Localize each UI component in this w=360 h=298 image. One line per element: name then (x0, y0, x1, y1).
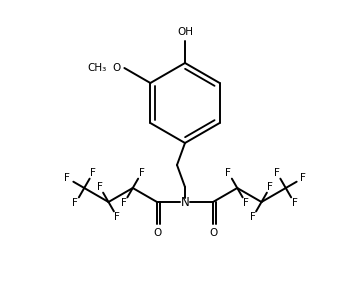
Text: O: O (210, 228, 218, 238)
Text: F: F (64, 173, 70, 183)
Text: F: F (300, 173, 306, 183)
Text: F: F (139, 167, 145, 178)
Text: F: F (274, 167, 280, 178)
Text: O: O (154, 228, 162, 238)
Text: F: F (114, 212, 120, 222)
Text: F: F (249, 212, 256, 222)
Text: F: F (243, 198, 249, 208)
Text: F: F (225, 167, 231, 178)
Text: F: F (72, 198, 78, 208)
Text: N: N (181, 195, 189, 209)
Text: CH₃: CH₃ (87, 63, 106, 73)
Text: F: F (121, 198, 127, 208)
Text: O: O (112, 63, 120, 73)
Text: F: F (267, 181, 273, 192)
Text: F: F (292, 198, 298, 208)
Text: F: F (97, 181, 103, 192)
Text: F: F (90, 167, 96, 178)
Text: OH: OH (177, 27, 193, 37)
